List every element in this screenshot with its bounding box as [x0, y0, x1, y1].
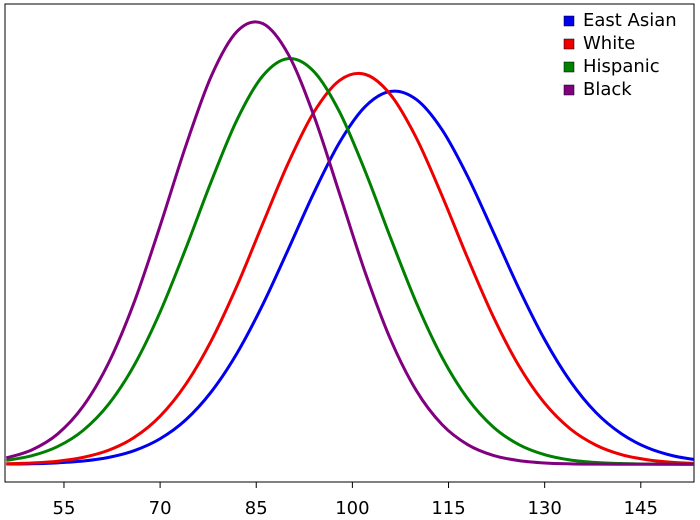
plot-frame: [4, 3, 695, 483]
x-tick-label: 115: [431, 498, 465, 519]
legend-label: White: [583, 33, 635, 54]
line-series: [5, 20, 694, 466]
x-tick-label: 145: [624, 498, 658, 519]
x-tick-label: 55: [53, 498, 76, 519]
legend-label: Hispanic: [583, 56, 660, 77]
line-series: [6, 71, 694, 466]
line-series: [6, 89, 694, 466]
line-series: [6, 57, 694, 466]
legend-swatch: [563, 15, 575, 27]
legend-swatch: [563, 61, 575, 73]
x-tick-label: 85: [245, 498, 268, 519]
x-tick-label: 100: [335, 498, 369, 519]
legend-label: Black: [583, 79, 632, 100]
legend-label: East Asian: [583, 10, 677, 31]
x-tick-label: 130: [527, 498, 561, 519]
legend-swatch: [563, 84, 575, 96]
legend-swatch: [563, 38, 575, 50]
curves: [5, 20, 694, 466]
x-tick-label: 70: [149, 498, 172, 519]
